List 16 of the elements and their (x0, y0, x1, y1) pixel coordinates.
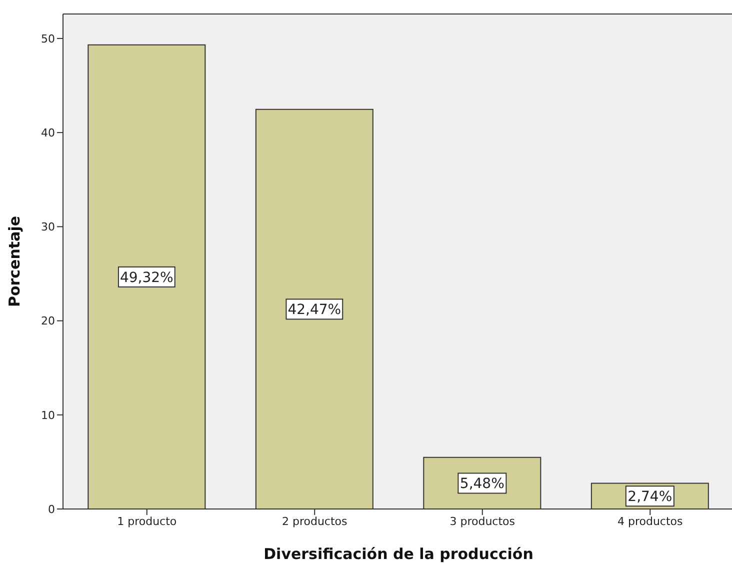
y-tick-label: 50 (41, 32, 55, 46)
x-tick-label: 4 productos (617, 514, 684, 528)
y-tick-label: 10 (41, 408, 55, 422)
x-tick-label: 1 producto (117, 514, 177, 528)
data-label: 42,47% (288, 302, 342, 318)
y-axis-title: Porcentaje (5, 216, 24, 308)
x-axis-title: Diversificación de la producción (264, 545, 534, 563)
data-label: 2,74% (628, 489, 672, 506)
x-tick-label: 2 productos (282, 514, 348, 528)
y-tick-label: 30 (41, 220, 55, 234)
x-tick-label: 3 productos (450, 514, 516, 528)
y-tick-label: 40 (41, 126, 55, 140)
y-tick-label: 20 (41, 314, 55, 328)
data-label: 5,48% (460, 476, 504, 492)
y-tick-label: 0 (48, 502, 55, 516)
data-label: 49,32% (120, 270, 174, 286)
